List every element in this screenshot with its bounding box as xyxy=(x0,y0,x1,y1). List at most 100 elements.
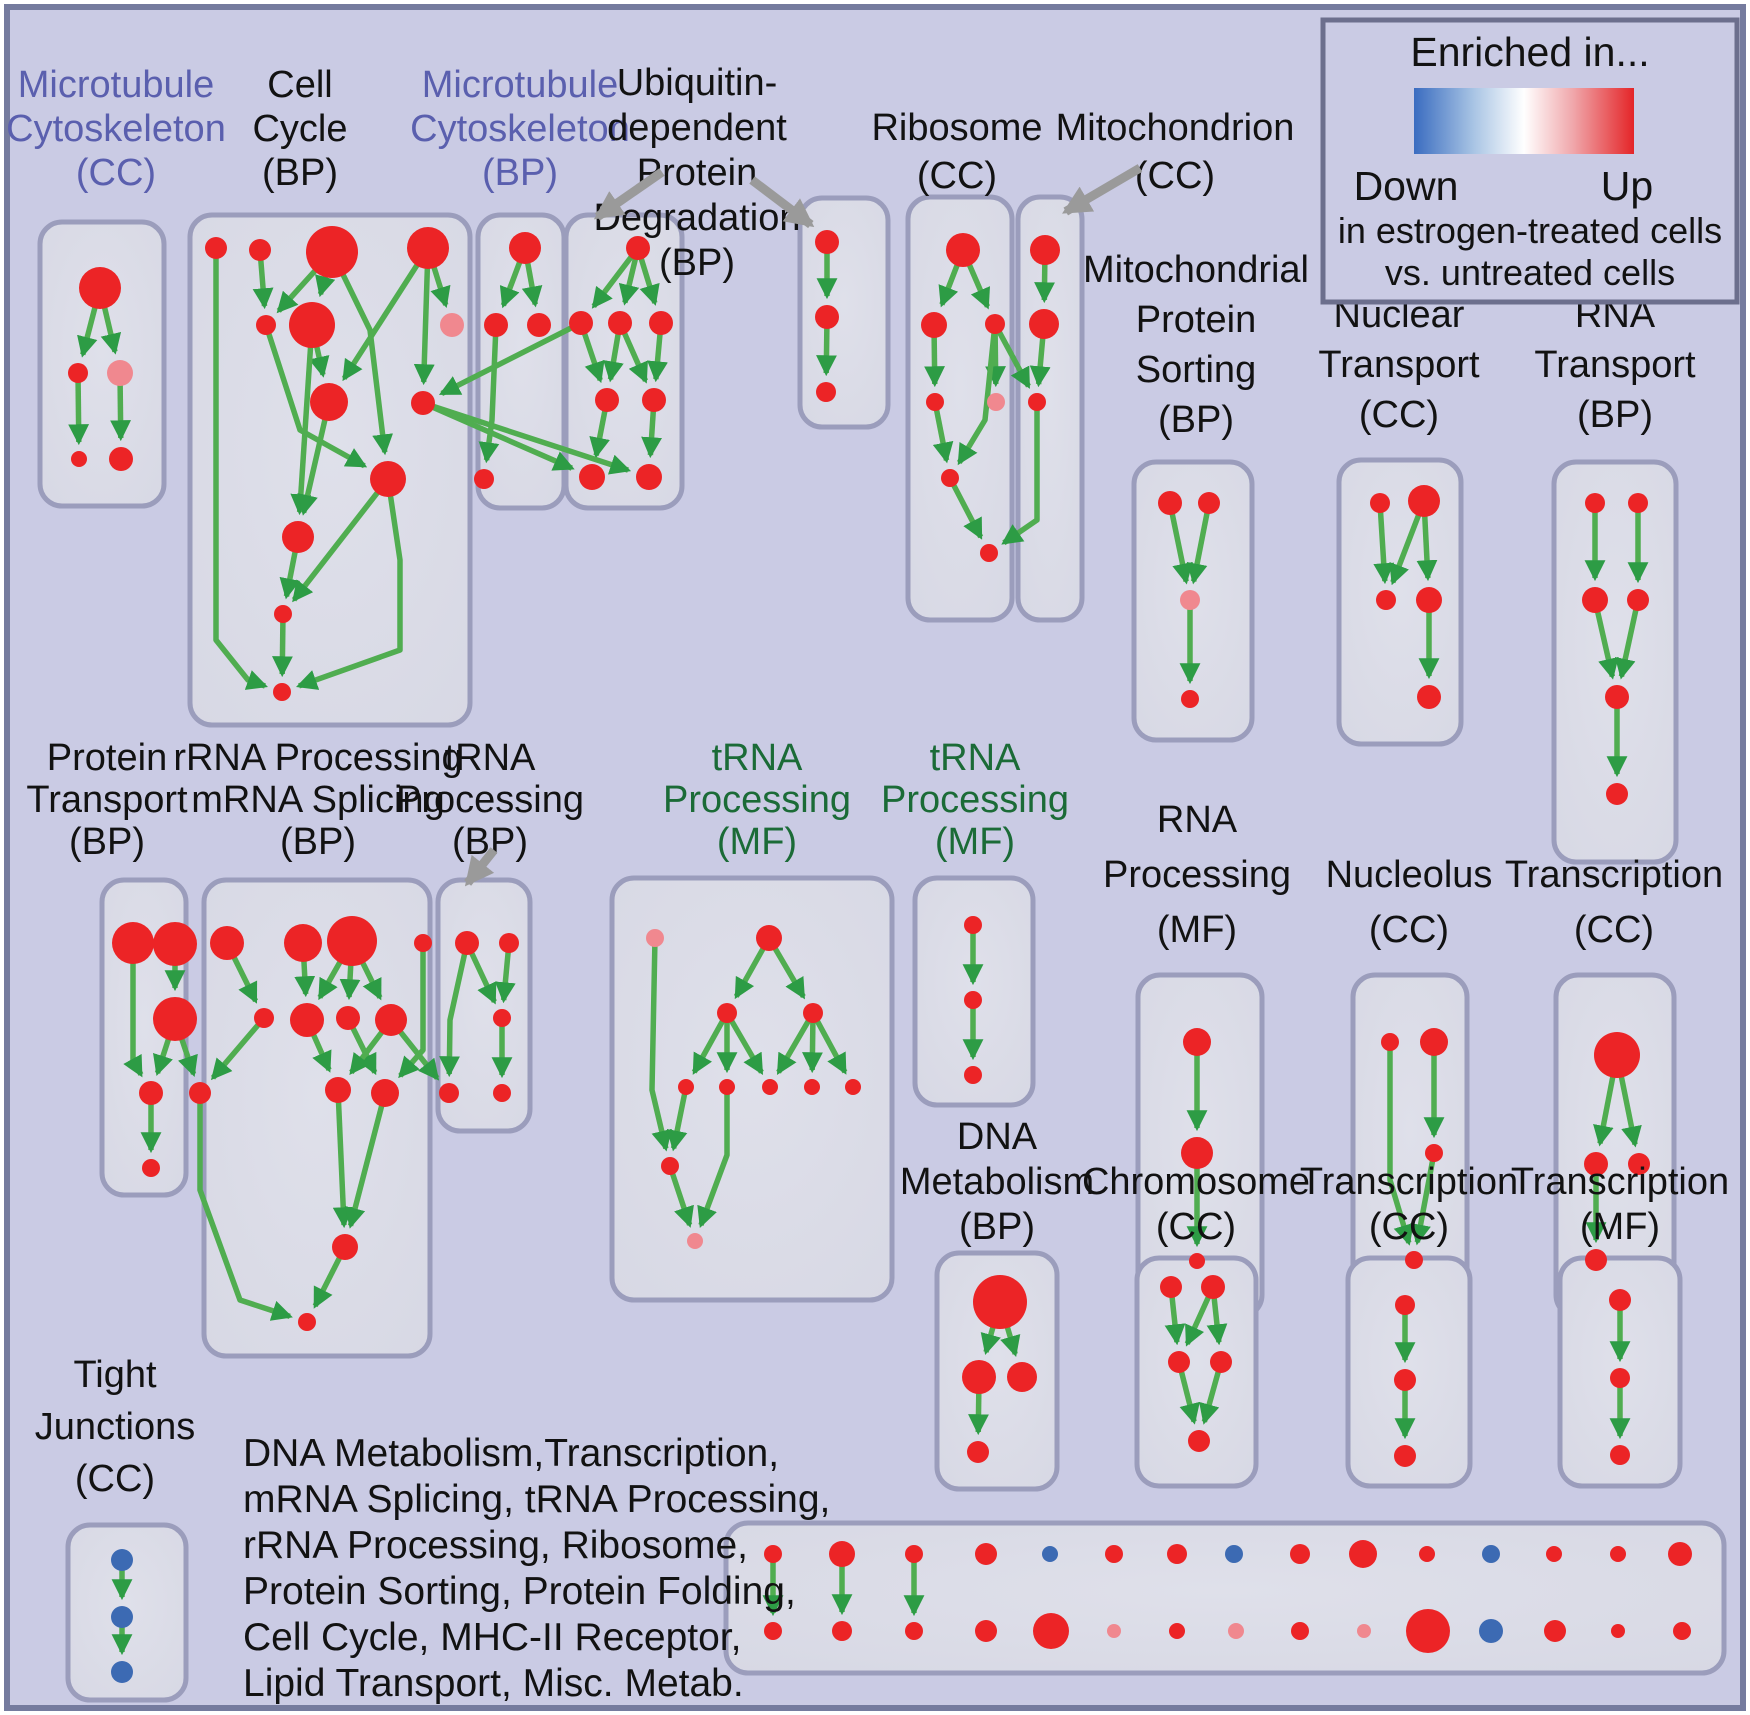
group-label-microtubule-cc: (CC) xyxy=(76,152,156,194)
group-label-trna-processing-mf-small: tRNA xyxy=(930,737,1021,779)
edge-arrow xyxy=(667,1165,694,1228)
group-label-nuclear-transport-cc: Transport xyxy=(1318,344,1480,386)
go-term-node xyxy=(79,267,121,309)
misc-categories-text: mRNA Splicing, tRNA Processing, xyxy=(243,1478,830,1521)
go-term-node xyxy=(646,929,664,947)
go-term-node xyxy=(1419,1546,1435,1562)
go-term-node xyxy=(527,313,551,337)
edge-arrow xyxy=(749,176,815,229)
go-term-node xyxy=(371,1079,399,1107)
go-term-node xyxy=(815,230,839,254)
group-label-trna-processing-mf-large: Processing xyxy=(663,779,851,821)
go-term-node xyxy=(1210,1351,1232,1373)
group-label-mitochondrial-protein-sorting-bp: Protein xyxy=(1136,299,1256,341)
edge-arrow xyxy=(724,1011,764,1076)
go-term-node xyxy=(764,1545,782,1563)
go-term-node xyxy=(139,1081,163,1105)
group-label-ubiquitin-degradation-a: dependent xyxy=(607,107,787,149)
go-term-node xyxy=(1417,685,1441,709)
edge-arrow xyxy=(947,476,984,540)
go-term-node xyxy=(973,1275,1027,1329)
go-term-node xyxy=(719,1079,735,1095)
edge-arrow xyxy=(956,323,998,466)
go-term-node xyxy=(816,382,836,402)
go-term-node xyxy=(107,360,133,386)
go-term-node xyxy=(608,311,632,335)
edge-arrow xyxy=(332,1089,354,1229)
edge-arrow xyxy=(666,1086,689,1152)
go-term-node xyxy=(1290,1544,1310,1564)
go-term-node xyxy=(290,1003,324,1037)
group-label-trna-processing-mf-large: tRNA xyxy=(712,737,803,779)
go-term-node xyxy=(1007,1362,1037,1392)
go-term-node xyxy=(1357,1624,1371,1638)
misc-categories-text: Protein Sorting, Protein Folding, xyxy=(243,1570,796,1613)
edge-arrow xyxy=(296,478,403,690)
go-term-node xyxy=(967,1441,989,1463)
go-term-node xyxy=(1228,1623,1244,1639)
go-term-node xyxy=(439,1083,459,1103)
group-label-dna-metabolism-bp: Metabolism xyxy=(900,1161,1094,1203)
go-term-node xyxy=(1611,1624,1625,1638)
go-term-node xyxy=(762,1079,778,1095)
go-term-node xyxy=(1606,783,1628,805)
go-term-node xyxy=(1349,1540,1377,1568)
group-label-trna-processing-bp: tRNA xyxy=(445,737,536,779)
go-term-node xyxy=(1394,1445,1416,1467)
edge-arrow xyxy=(591,246,641,309)
legend-box xyxy=(1320,17,1740,305)
edge-arrow xyxy=(290,324,315,516)
group-label-rrna-processing-mrna-splicing-bp: mRNA Splicing xyxy=(191,779,444,821)
go-term-node xyxy=(1628,493,1648,513)
group-label-protein-transport-bp: Transport xyxy=(26,779,188,821)
legend-gradient-bar xyxy=(1414,88,1634,154)
go-term-node xyxy=(1584,1152,1608,1176)
go-term-node xyxy=(1183,1028,1211,1056)
go-term-node xyxy=(661,1157,679,1175)
group-label-mitochondrion-cc: (CC) xyxy=(1135,155,1215,197)
edge-arrow xyxy=(464,847,498,887)
misc-categories-text: rRNA Processing, Ribosome, xyxy=(243,1524,748,1567)
go-term-node xyxy=(962,1360,996,1394)
edge-arrow xyxy=(1614,599,1641,680)
go-term-node xyxy=(284,924,322,962)
go-term-node xyxy=(964,1066,982,1084)
go-term-node xyxy=(1628,1153,1650,1175)
group-label-cell-cycle-bp: Cell xyxy=(267,64,332,106)
go-term-node xyxy=(1291,1622,1309,1640)
group-label-transcription-cc-1: Transcription xyxy=(1505,854,1723,896)
edge-arrow xyxy=(341,246,431,382)
group-label-chromosome-cc: Chromosome xyxy=(1082,1161,1310,1203)
go-term-node xyxy=(626,236,650,260)
go-term-node xyxy=(832,1621,852,1641)
go-term-node xyxy=(109,447,133,471)
go-term-node xyxy=(756,925,782,951)
go-term-node xyxy=(1585,1249,1607,1271)
group-label-ribosome-cc: Ribosome xyxy=(871,107,1042,149)
group-box-ubiquitin-degradation-b xyxy=(797,195,891,430)
go-term-node xyxy=(1029,309,1059,339)
go-term-node xyxy=(964,916,982,934)
group-label-microtubule-cc: Cytoskeleton xyxy=(6,108,226,150)
go-term-node xyxy=(370,461,406,497)
go-term-node xyxy=(1376,590,1396,610)
group-label-mitochondrial-protein-sorting-bp: (BP) xyxy=(1158,399,1234,441)
group-box-dna-metabolism-bp xyxy=(934,1250,1060,1492)
go-term-node xyxy=(142,1159,160,1177)
go-term-node xyxy=(332,1234,358,1260)
go-term-node xyxy=(1594,1032,1640,1078)
group-label-transcription-mf: Transcription xyxy=(1511,1161,1729,1203)
group-label-mitochondrion-cc: Mitochondrion xyxy=(1056,107,1295,149)
go-term-node xyxy=(803,1003,823,1023)
group-box-nuclear-transport-cc xyxy=(1336,457,1464,747)
go-term-node xyxy=(985,314,1005,334)
go-term-node xyxy=(975,1543,997,1565)
group-box-chromosome-cc xyxy=(1134,1255,1259,1489)
group-label-mitochondrial-protein-sorting-bp: Mitochondrial xyxy=(1083,249,1309,291)
group-label-nuclear-transport-cc: (CC) xyxy=(1359,394,1439,436)
go-term-node xyxy=(68,363,88,383)
go-term-node xyxy=(678,1079,694,1095)
go-term-node xyxy=(1198,492,1220,514)
go-term-node xyxy=(282,521,314,553)
